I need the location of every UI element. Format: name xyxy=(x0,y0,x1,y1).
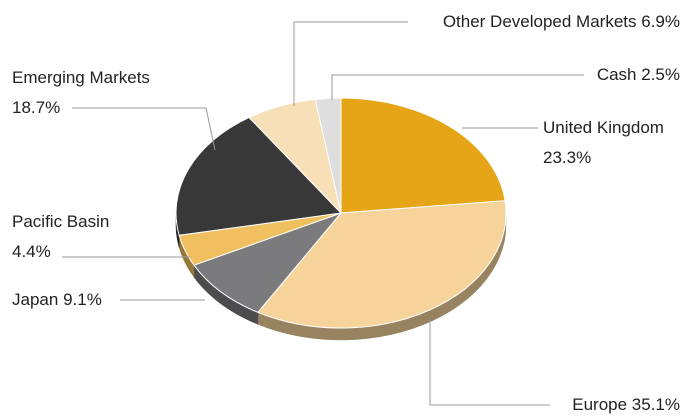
slice-label: United Kingdom 23.3% xyxy=(543,113,664,173)
pie-slice xyxy=(175,116,343,236)
slice-label: Japan 9.1% xyxy=(12,285,102,315)
category-label: Japan xyxy=(12,290,59,309)
pie-slice xyxy=(193,211,343,313)
category-label: Pacific Basin xyxy=(12,212,110,231)
category-label: Cash xyxy=(596,65,637,84)
pie-slice xyxy=(314,97,342,214)
leader-line xyxy=(429,320,550,406)
slice-label: Emerging Markets 18.7% xyxy=(12,63,150,123)
pie-slice xyxy=(257,200,507,329)
category-label: Other Developed Markets xyxy=(442,12,637,31)
leader-line xyxy=(293,21,408,106)
leader-lines xyxy=(62,21,584,406)
category-label: Europe xyxy=(572,395,628,414)
category-label: United Kingdom xyxy=(543,118,664,137)
value-label: 35.1% xyxy=(631,395,680,414)
value-label: 18.7% xyxy=(12,98,61,117)
value-label: 23.3% xyxy=(543,148,592,167)
leader-line xyxy=(331,74,584,100)
value-label: 4.4% xyxy=(12,242,51,261)
slice-label: Europe 35.1% xyxy=(572,390,680,420)
value-label: 6.9% xyxy=(641,12,680,31)
slice-label: Other Developed Markets 6.9% xyxy=(443,7,680,37)
pie-slice xyxy=(340,97,506,214)
category-label: Emerging Markets xyxy=(12,68,150,87)
leader-line xyxy=(72,107,216,151)
slice-label: Pacific Basin 4.4% xyxy=(12,207,109,267)
pie-slices xyxy=(175,97,507,329)
slice-label: Cash 2.5% xyxy=(597,60,680,90)
value-label: 9.1% xyxy=(63,290,102,309)
value-label: 2.5% xyxy=(641,65,680,84)
